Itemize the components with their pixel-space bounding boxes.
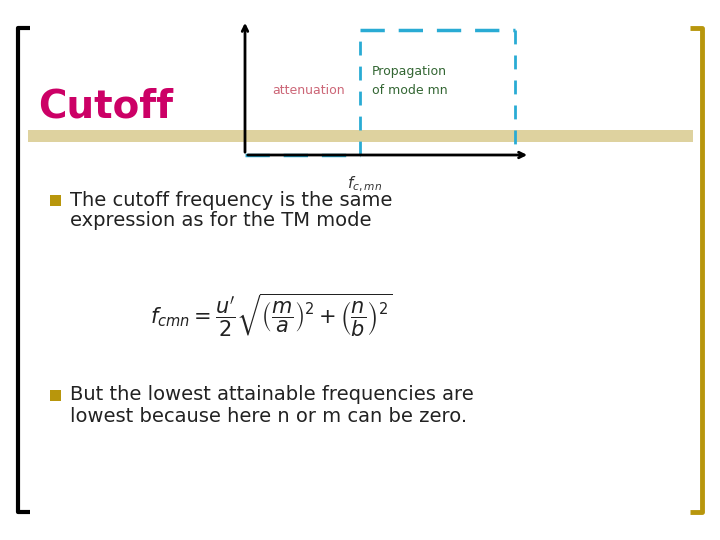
Text: But the lowest attainable frequencies are: But the lowest attainable frequencies ar… <box>70 386 474 404</box>
Bar <box>50 390 61 401</box>
Text: The cutoff frequency is the same: The cutoff frequency is the same <box>70 191 392 210</box>
Text: $f_{cmn} = \dfrac{u'}{2}\sqrt{\left(\dfrac{m}{a}\right)^2 + \left(\dfrac{n}{b}\r: $f_{cmn} = \dfrac{u'}{2}\sqrt{\left(\dfr… <box>150 291 392 339</box>
Text: $f_{c,mn}$: $f_{c,mn}$ <box>348 175 382 194</box>
Text: attenuation: attenuation <box>272 84 345 97</box>
Text: of mode mn: of mode mn <box>372 84 448 97</box>
Text: Cutoff: Cutoff <box>38 87 173 125</box>
Bar <box>50 195 61 206</box>
Text: expression as for the TM mode: expression as for the TM mode <box>70 212 372 231</box>
Text: Propagation: Propagation <box>372 65 447 78</box>
Bar <box>28 130 693 142</box>
Text: lowest because here n or m can be zero.: lowest because here n or m can be zero. <box>70 407 467 426</box>
